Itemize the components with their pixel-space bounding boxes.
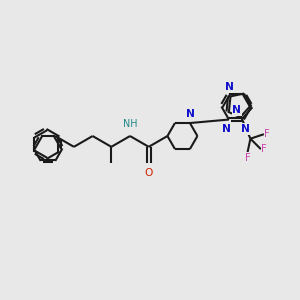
Text: N: N [225,82,234,92]
Text: O: O [145,168,153,178]
Text: N: N [232,105,241,115]
Text: N: N [186,109,195,118]
Text: F: F [264,129,270,139]
Text: N: N [222,124,231,134]
Text: NH: NH [123,119,138,129]
Text: F: F [261,144,267,154]
Text: F: F [244,153,250,163]
Text: N: N [241,124,250,134]
